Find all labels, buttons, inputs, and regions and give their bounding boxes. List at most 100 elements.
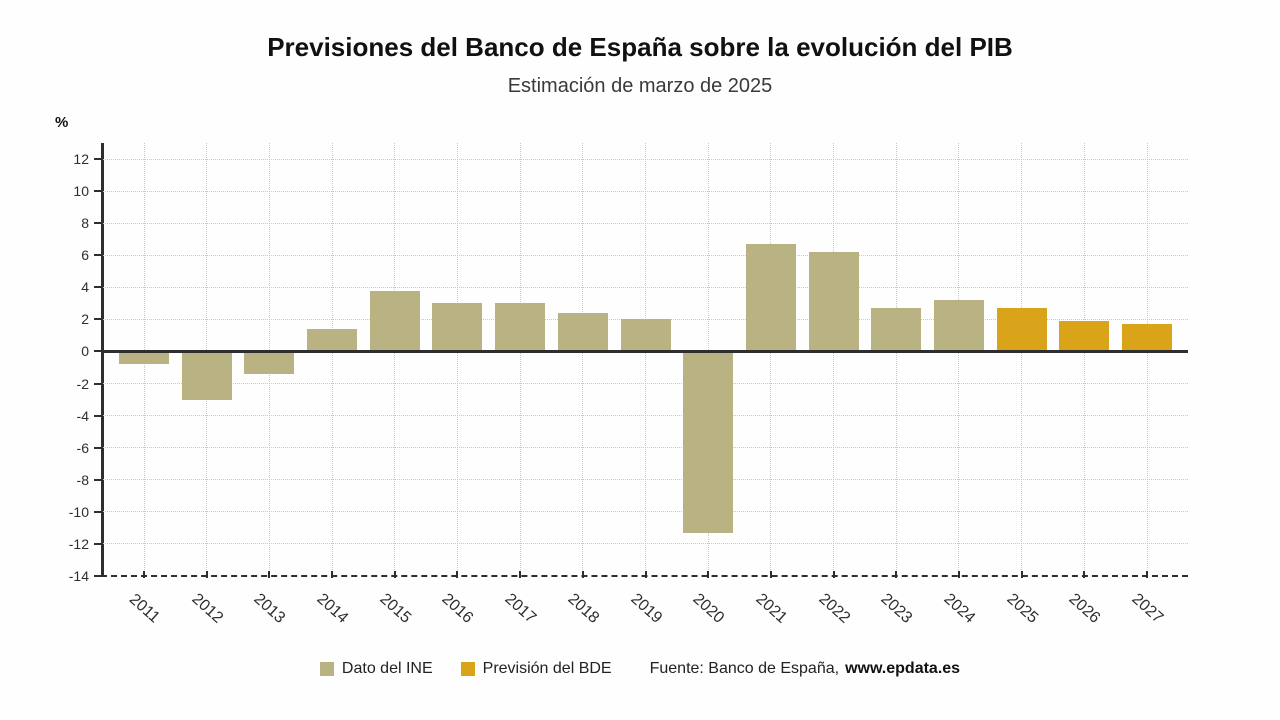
y-tick — [94, 254, 101, 257]
x-tick — [1083, 571, 1086, 578]
y-tick-label: 6 — [81, 247, 89, 264]
x-tick — [268, 571, 271, 578]
y-tick — [94, 318, 101, 321]
x-tick-label-2022: 2022 — [814, 590, 853, 627]
y-tick-label: 12 — [73, 151, 89, 168]
x-tick — [832, 571, 835, 578]
y-tick — [94, 222, 101, 225]
x-gridline — [582, 143, 584, 576]
x-tick-label-2024: 2024 — [940, 590, 979, 627]
bar-2011 — [119, 351, 169, 365]
x-tick-label-2011: 2011 — [125, 590, 163, 627]
bar-2013 — [244, 351, 295, 374]
x-tick-label-2014: 2014 — [313, 590, 352, 627]
x-tick-label-2017: 2017 — [501, 590, 540, 627]
y-tick-label: 0 — [81, 343, 89, 360]
bde-color-swatch — [460, 662, 475, 676]
chart-subtitle: Estimación de marzo de 2025 — [507, 75, 773, 97]
x-tick — [707, 571, 710, 578]
x-tick — [895, 571, 898, 578]
y-tick — [94, 575, 101, 577]
x-tick-label-2021: 2021 — [752, 590, 791, 627]
bar-2015 — [369, 290, 420, 352]
y-tick-label: 2 — [81, 311, 89, 328]
x-tick — [456, 571, 459, 578]
source-site: www.epdata.es — [845, 660, 961, 677]
bar-2024 — [933, 300, 984, 352]
bar-2012 — [181, 351, 232, 400]
y-tick — [94, 286, 101, 289]
x-tick — [331, 571, 334, 578]
x-gridline — [958, 143, 960, 576]
y-tick — [94, 350, 101, 353]
x-gridline — [895, 143, 897, 576]
x-tick-label-2013: 2013 — [250, 590, 289, 627]
zero-line — [103, 349, 1188, 353]
x-tick — [769, 571, 772, 578]
x-tick-label-2015: 2015 — [376, 590, 414, 627]
x-tick — [957, 571, 960, 578]
y-tick — [94, 382, 101, 385]
x-tick-label-2018: 2018 — [564, 590, 603, 627]
y-tick-label: 10 — [73, 183, 89, 200]
y-tick — [94, 478, 101, 481]
bar-2026 — [1059, 321, 1110, 352]
y-axis-line — [101, 143, 104, 577]
x-tick-label-2027: 2027 — [1128, 590, 1167, 627]
y-tick — [94, 510, 101, 513]
y-tick-label: -12 — [68, 535, 89, 552]
bar-2027 — [1122, 324, 1172, 352]
x-tick-label-2012: 2012 — [188, 590, 226, 627]
bar-2021 — [745, 244, 796, 352]
y-axis-unit-label: % — [55, 114, 69, 131]
y-tick-label: -4 — [76, 407, 89, 424]
x-tick-label-2019: 2019 — [626, 590, 665, 627]
bar-2016 — [432, 303, 483, 352]
y-tick-label: -10 — [68, 503, 89, 520]
legend: Dato del INE Previsión del BDE Fuente: B… — [0, 660, 1280, 678]
x-tick — [581, 571, 584, 578]
bar-2019 — [620, 319, 671, 352]
y-tick-label: -2 — [76, 375, 89, 392]
y-tick-label: -14 — [68, 568, 89, 584]
x-gridline — [331, 143, 333, 576]
source-line: Fuente: Banco de España, www.epdata.es — [650, 660, 960, 678]
x-tick — [205, 571, 208, 578]
x-tick — [1020, 571, 1023, 578]
x-gridline — [833, 143, 835, 576]
legend-label-ine: Dato del INE — [341, 660, 433, 677]
legend-label-bde: Previsión del BDE — [482, 660, 612, 677]
legend-item-bde: Previsión del BDE — [460, 660, 612, 678]
x-gridline — [456, 143, 458, 576]
x-tick-label-2025: 2025 — [1003, 590, 1041, 627]
y-tick-label: 4 — [81, 279, 89, 296]
x-tick-label-2016: 2016 — [438, 590, 477, 627]
bar-2017 — [495, 303, 546, 352]
x-tick — [393, 571, 396, 578]
x-gridline — [645, 143, 646, 576]
chart-title: Previsiones del Banco de España sobre la… — [267, 32, 1013, 62]
y-tick — [94, 414, 101, 417]
y-tick — [94, 190, 101, 193]
plot-area: -14 -12 -10 -8 -6 -4 -2 0 2 4 6 8 10 12 2011 2012 2013 20… — [69, 143, 1188, 627]
x-tick — [519, 571, 522, 578]
bar-2025 — [996, 308, 1047, 352]
y-tick — [94, 158, 101, 161]
source-text: Fuente: Banco de España, — [649, 660, 840, 677]
x-tick-label-2023: 2023 — [877, 590, 916, 627]
x-gridline — [1146, 143, 1148, 576]
y-tick-label: 8 — [81, 215, 89, 232]
ine-color-swatch — [319, 662, 334, 676]
bar-2018 — [557, 312, 608, 352]
y-tick — [94, 446, 101, 449]
x-tick — [1146, 571, 1148, 578]
legend-item-ine: Dato del INE — [319, 660, 433, 678]
x-tick-label-2026: 2026 — [1065, 590, 1104, 627]
x-tick — [644, 571, 647, 578]
y-tick-label: -8 — [76, 471, 89, 488]
x-gridline — [770, 143, 772, 576]
x-gridline — [394, 143, 396, 576]
x-tick-label-2020: 2020 — [689, 590, 728, 627]
bar-2020 — [683, 351, 734, 533]
